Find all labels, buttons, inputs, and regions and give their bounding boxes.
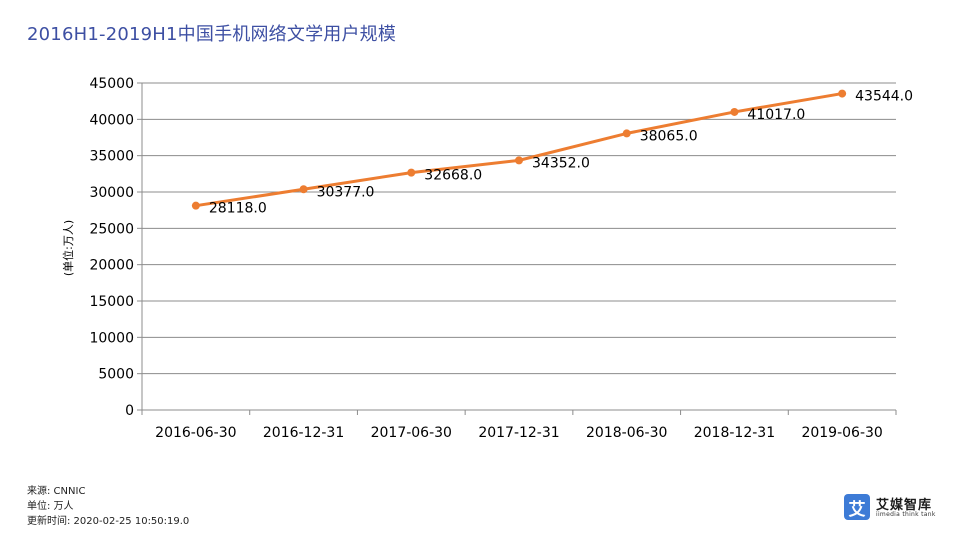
data-label-2017-12-31: 34352.0 bbox=[532, 155, 590, 171]
x-tick-label-2017-06-30: 2017-06-30 bbox=[371, 425, 452, 441]
data-label-2018-06-30: 38065.0 bbox=[640, 128, 698, 144]
data-label-2017-06-30: 32668.0 bbox=[424, 168, 482, 184]
updated-note: 更新时间: 2020-02-25 10:50:19.0 bbox=[27, 516, 190, 527]
page-title: 2016H1-2019H1中国手机网络文学用户规模 bbox=[27, 24, 397, 45]
y-tick-label-45000: 45000 bbox=[89, 76, 134, 92]
data-point-2017-12-31 bbox=[515, 156, 523, 165]
y-axis-label: (单位:万人) bbox=[61, 220, 75, 276]
x-tick-label-2018-12-31: 2018-12-31 bbox=[694, 425, 775, 441]
y-tick-label-30000: 30000 bbox=[89, 185, 134, 201]
y-tick-label-0: 0 bbox=[125, 403, 134, 419]
data-label-2016-12-31: 30377.0 bbox=[317, 184, 375, 200]
brand-logo: 艾 艾媒智库 iimedia think tank bbox=[844, 494, 944, 524]
logo-name-en: iimedia think tank bbox=[876, 511, 936, 518]
y-tick-label-40000: 40000 bbox=[89, 112, 134, 128]
source-note: 来源: CNNIC bbox=[27, 486, 86, 497]
x-axis-ticks: 2016-06-30 2016-12-31 2017-06-30 2017-12-31… bbox=[141, 410, 897, 441]
y-tick-label-35000: 35000 bbox=[89, 149, 134, 165]
chart-series: 28118.0 30377.0 32668.0 34352.0 38065.0 41017… bbox=[191, 89, 913, 217]
y-tick-label-5000: 5000 bbox=[98, 367, 134, 383]
series-line-0 bbox=[195, 92, 843, 208]
data-point-2019-06-30 bbox=[838, 89, 847, 98]
data-point-2018-06-30 bbox=[622, 129, 631, 138]
chart-axes bbox=[141, 83, 896, 411]
unit-note: 单位: 万人 bbox=[27, 501, 74, 512]
y-tick-label-15000: 15000 bbox=[89, 294, 134, 310]
y-tick-label-10000: 10000 bbox=[89, 330, 134, 346]
data-label-2018-12-31: 41017.0 bbox=[747, 107, 805, 123]
x-tick-label-2017-12-31: 2017-12-31 bbox=[478, 425, 559, 441]
data-point-2017-06-30 bbox=[407, 168, 416, 177]
x-tick-label-2019-06-30: 2019-06-30 bbox=[801, 425, 882, 441]
data-label-2016-06-30: 28118.0 bbox=[209, 201, 267, 217]
y-tick-label-20000: 20000 bbox=[89, 258, 134, 274]
footer-notes: 来源: CNNIC 单位: 万人 更新时间: 2020-02-25 10:50:… bbox=[27, 484, 189, 529]
y-axis-ticks: 0 5000 10000 15000 20000 25000 30000 35000 40000… bbox=[89, 76, 142, 419]
logo-mark-icon: 艾 bbox=[844, 494, 870, 520]
x-tick-label-2016-06-30: 2016-06-30 bbox=[155, 425, 236, 441]
data-point-2016-12-31 bbox=[299, 185, 308, 194]
x-tick-label-2018-06-30: 2018-06-30 bbox=[586, 425, 667, 441]
y-tick-label-25000: 25000 bbox=[89, 221, 134, 237]
data-point-2016-06-30 bbox=[191, 201, 200, 210]
chart-gridlines bbox=[142, 82, 896, 375]
data-point-2018-12-31 bbox=[730, 107, 739, 116]
logo-name-cn: 艾媒智库 bbox=[876, 498, 933, 513]
x-tick-label-2016-12-31: 2016-12-31 bbox=[263, 425, 344, 441]
data-label-2019-06-30: 43544.0 bbox=[855, 89, 913, 105]
